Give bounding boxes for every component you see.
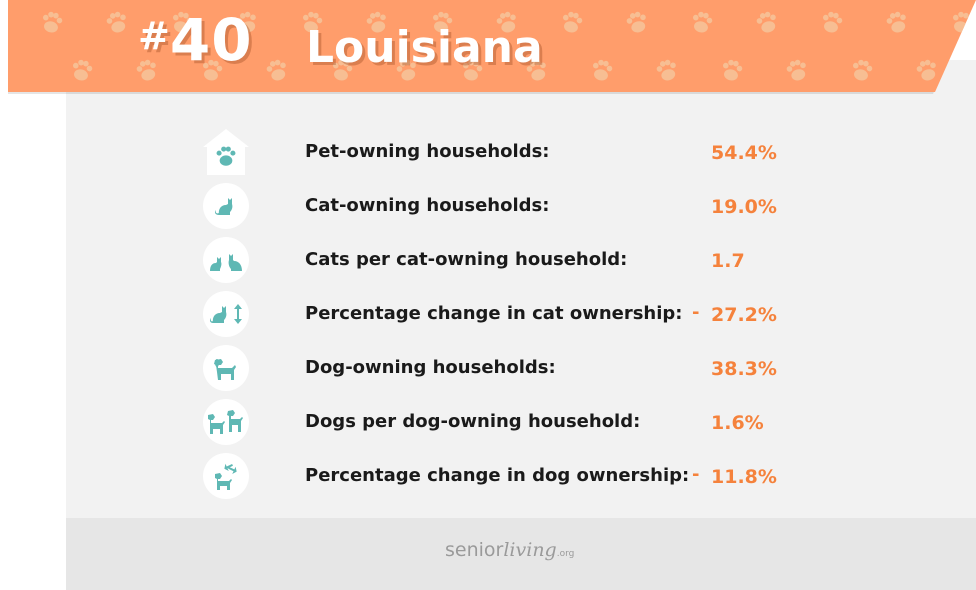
hash-symbol: #: [138, 14, 170, 58]
stat-label: Percentage change in dog ownership:: [305, 465, 690, 486]
stat-row-dog-owning: Dog-owning households: 38.3%: [0, 344, 976, 398]
dog-change-icon: [202, 452, 250, 500]
stat-value: 11.8%: [711, 466, 777, 488]
stat-value: 54.4%: [711, 142, 777, 164]
stat-row-cat-change: Percentage change in cat ownership: - 27…: [0, 290, 976, 344]
banner-shape: [8, 0, 976, 94]
title-banner: #40 Louisiana: [0, 0, 976, 100]
dog-icon: [202, 344, 250, 392]
stat-sign: -: [692, 464, 700, 485]
rank-value: 40: [169, 6, 253, 74]
stat-label: Pet-owning households:: [305, 141, 550, 162]
stat-label: Dog-owning households:: [305, 357, 556, 378]
stat-value: 1.7: [711, 250, 745, 272]
seniorliving-logo: seniorliving.org: [445, 539, 574, 561]
stat-label: Percentage change in cat ownership:: [305, 303, 683, 324]
stat-sign: -: [692, 302, 700, 323]
logo-living: living: [503, 539, 557, 561]
rank-number: #40: [138, 6, 253, 74]
footer-bar: [66, 518, 976, 590]
stat-label: Cats per cat-owning household:: [305, 249, 628, 270]
stat-value: 19.0%: [711, 196, 777, 218]
logo-org: .org: [556, 549, 575, 559]
stat-row-pet-owning: Pet-owning households: 54.4%: [0, 128, 976, 182]
cat-change-icon: [202, 290, 250, 338]
stat-value: 27.2%: [711, 304, 777, 326]
two-dogs-icon: [202, 398, 250, 446]
stat-value: 1.6%: [711, 412, 764, 434]
state-name: Louisiana: [306, 22, 543, 73]
logo-senior: senior: [445, 539, 504, 561]
stat-row-cat-owning: Cat-owning households: 19.0%: [0, 182, 976, 236]
stat-row-dog-change: Percentage change in dog ownership: - 11…: [0, 452, 976, 506]
stat-row-cats-per-household: Cats per cat-owning household: 1.7: [0, 236, 976, 290]
stat-label: Cat-owning households:: [305, 195, 550, 216]
stat-value: 38.3%: [711, 358, 777, 380]
house-paw-icon: [202, 128, 250, 176]
two-cats-icon: [202, 236, 250, 284]
stat-label: Dogs per dog-owning household:: [305, 411, 641, 432]
stat-row-dogs-per-household: Dogs per dog-owning household: 1.6%: [0, 398, 976, 452]
cat-icon: [202, 182, 250, 230]
